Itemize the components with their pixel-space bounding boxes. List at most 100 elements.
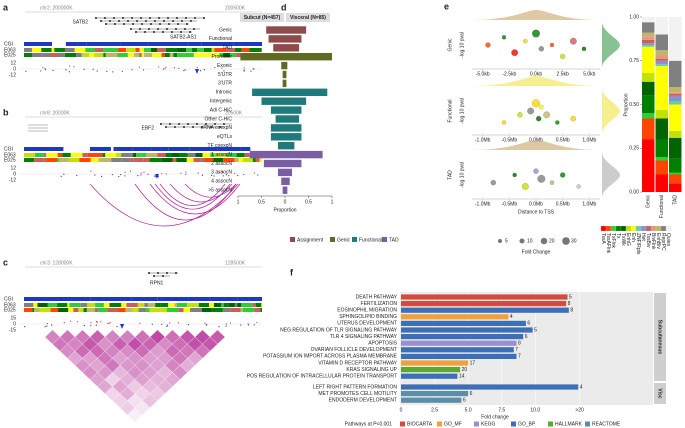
signal-point — [76, 174, 78, 177]
bar-segment — [642, 139, 655, 192]
track-segment — [143, 158, 150, 162]
category-label: NEG REGULATION OF TLR SIGNALING PATHWAY — [280, 327, 398, 333]
signal-scale: -15 — [9, 327, 16, 333]
exon — [150, 23, 152, 25]
track-segment — [127, 53, 135, 57]
gene-label: RPN1 — [150, 280, 164, 286]
y-tick-label: 0.50 — [629, 102, 639, 108]
point — [527, 107, 535, 115]
exon — [141, 23, 143, 25]
point — [581, 46, 587, 51]
track-segment — [132, 153, 137, 157]
signal-point — [165, 66, 167, 68]
x-tick-label: -0.5Mb — [502, 137, 518, 143]
track-segment — [176, 303, 187, 307]
exon — [178, 123, 180, 125]
category-label: POTASSIUM ION IMPORT ACROSS PLASMA MEMBR… — [263, 354, 398, 360]
region-start: chr2: 200000K — [40, 5, 73, 11]
track-segment — [113, 147, 117, 151]
track-segment — [237, 297, 249, 301]
signal-point — [42, 66, 44, 69]
track-segment — [97, 153, 103, 157]
signal-point — [218, 171, 220, 173]
legend-label: Genic — [337, 237, 351, 243]
x-tick-label: 1 — [237, 199, 240, 205]
size-legend-label: 20 — [549, 238, 555, 244]
legend-swatch — [630, 225, 637, 232]
point — [501, 120, 507, 125]
track-segment — [42, 53, 51, 57]
track-segment — [78, 308, 84, 312]
signal-point — [76, 321, 78, 323]
track-segment — [34, 308, 40, 312]
track-segment — [214, 48, 227, 52]
exon — [187, 123, 189, 125]
track-segment — [186, 48, 192, 52]
signal-point — [143, 171, 145, 173]
signal-point — [252, 68, 254, 70]
size-legend-label: 30 — [571, 238, 577, 244]
legend-label: Het — [640, 233, 646, 241]
track-segment — [213, 158, 224, 162]
track-segment — [90, 297, 132, 301]
track-segment — [242, 308, 255, 312]
track-segment — [236, 153, 245, 157]
signal-point — [44, 69, 46, 71]
signal-point — [166, 324, 169, 326]
interaction-arc — [149, 183, 241, 215]
bar — [270, 133, 285, 141]
signal-point — [197, 172, 199, 174]
marginal-density — [472, 76, 600, 86]
bar — [252, 88, 285, 96]
legend-swatch — [585, 421, 590, 427]
track-segment — [86, 303, 96, 307]
track-segment — [214, 153, 226, 157]
signal-point — [44, 67, 46, 69]
track-segment — [161, 158, 173, 162]
signal-point — [106, 70, 108, 72]
track-segment — [31, 48, 42, 52]
track-segment — [198, 303, 210, 307]
track-segment — [155, 303, 161, 307]
track-segment — [86, 308, 95, 312]
x-tick-label: 7.5 — [498, 407, 505, 413]
track-segment — [174, 303, 177, 307]
facet-label: Visc — [657, 388, 663, 398]
category-label: 4 assocN — [211, 179, 232, 185]
track-segment — [162, 297, 189, 301]
category-label: Functional — [209, 36, 232, 42]
track-segment — [143, 48, 151, 52]
track-segment — [34, 158, 44, 162]
size-legend-label: 5 — [505, 238, 508, 244]
track-segment — [186, 158, 194, 162]
track-segment — [252, 158, 256, 162]
marginal-density — [602, 88, 620, 134]
bar-segment — [655, 55, 668, 59]
track-segment — [103, 48, 109, 52]
legend-label: Quies — [665, 233, 671, 247]
track-segment — [116, 147, 133, 151]
track-segment — [241, 303, 253, 307]
signal-point — [111, 174, 114, 176]
signal-point — [142, 69, 145, 71]
exon — [193, 28, 195, 30]
point — [538, 46, 544, 52]
bar-segment — [655, 118, 668, 140]
point — [560, 53, 566, 60]
legend-swatch — [474, 421, 479, 427]
exon — [169, 123, 171, 125]
signal-point — [138, 66, 140, 68]
gene-label: SATB2-AS1 — [170, 34, 197, 40]
track-segment — [195, 153, 203, 157]
signal-point — [24, 326, 26, 328]
track-segment — [252, 303, 256, 307]
category-label: TLR 4 SIGNALING PATHWAY — [330, 334, 398, 340]
axis-title: Proportion — [273, 207, 296, 213]
bar-segment — [669, 104, 682, 131]
legend-label: Enh — [630, 233, 636, 242]
track-segment — [82, 153, 88, 157]
signal-scale: 0 — [13, 171, 16, 177]
track-segment — [188, 297, 210, 301]
track-segment — [108, 48, 118, 52]
y-tick-label: 0.25 — [629, 146, 639, 152]
